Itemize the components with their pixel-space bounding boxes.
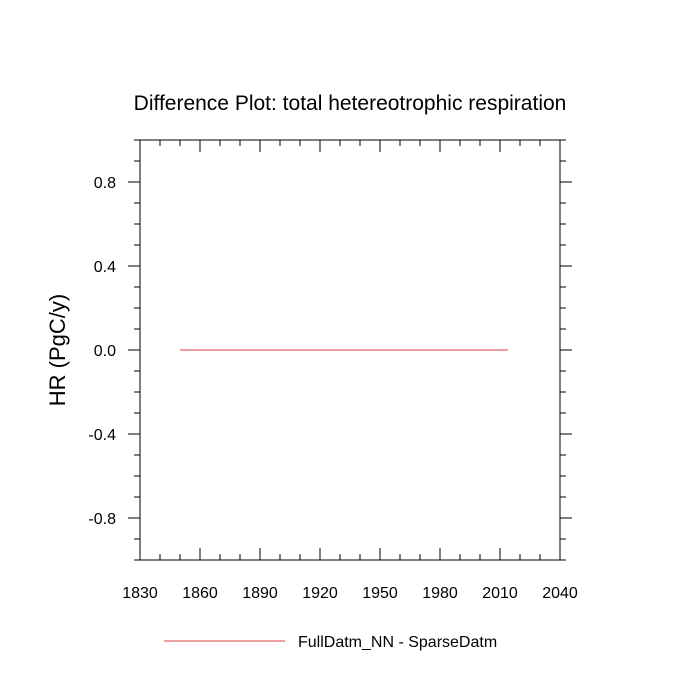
y-tick-label: 0.0 — [94, 343, 116, 360]
y-tick-label: 0.8 — [94, 175, 116, 192]
y-tick-label: 0.4 — [94, 259, 116, 276]
legend: FullDatm_NN - SparseDatm — [164, 634, 497, 651]
axis-tick-labels: 1830 1860 1890 1920 1950 1980 2010 2040 0.8 0.4 0.… — [88, 175, 577, 602]
x-tick-label: 1890 — [242, 585, 278, 602]
x-tick-label: 1830 — [122, 585, 158, 602]
x-tick-label: 1920 — [302, 585, 338, 602]
legend-label: FullDatm_NN - SparseDatm — [298, 634, 497, 651]
x-tick-label: 1950 — [362, 585, 398, 602]
y-tick-label: -0.4 — [88, 427, 116, 444]
chart-title: Difference Plot: total hetereotrophic re… — [134, 92, 567, 115]
x-tick-label: 1860 — [182, 585, 218, 602]
axis-ticks — [128, 139, 572, 561]
y-axis-label: HR (PgC/y) — [45, 294, 70, 406]
x-tick-label: 2040 — [542, 585, 578, 602]
x-tick-label: 1980 — [422, 585, 458, 602]
y-tick-label: -0.8 — [88, 511, 116, 528]
x-tick-label: 2010 — [482, 585, 518, 602]
